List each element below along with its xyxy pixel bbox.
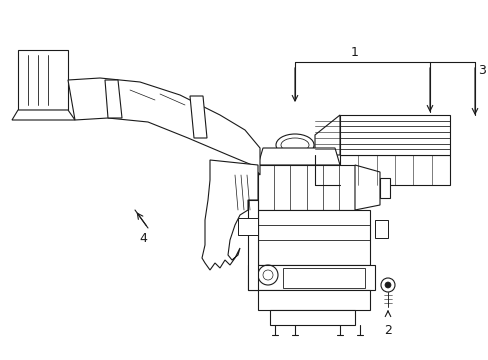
Polygon shape bbox=[283, 268, 364, 288]
Text: 3: 3 bbox=[477, 63, 485, 77]
Polygon shape bbox=[314, 115, 339, 155]
Polygon shape bbox=[258, 210, 369, 265]
Ellipse shape bbox=[281, 138, 308, 152]
Polygon shape bbox=[258, 148, 339, 165]
Polygon shape bbox=[12, 110, 75, 120]
Polygon shape bbox=[258, 165, 354, 210]
Text: 2: 2 bbox=[383, 324, 391, 337]
Text: 4: 4 bbox=[139, 231, 146, 244]
Polygon shape bbox=[238, 218, 258, 235]
Polygon shape bbox=[202, 160, 258, 270]
Polygon shape bbox=[374, 220, 387, 238]
Ellipse shape bbox=[275, 134, 313, 156]
Polygon shape bbox=[379, 178, 389, 198]
Text: 1: 1 bbox=[350, 45, 358, 58]
Polygon shape bbox=[269, 310, 354, 325]
Circle shape bbox=[384, 282, 390, 288]
Polygon shape bbox=[247, 265, 374, 290]
Polygon shape bbox=[68, 78, 260, 175]
Polygon shape bbox=[18, 50, 68, 110]
Polygon shape bbox=[105, 80, 122, 118]
Polygon shape bbox=[354, 165, 379, 210]
Polygon shape bbox=[190, 96, 206, 138]
Polygon shape bbox=[258, 290, 369, 310]
Polygon shape bbox=[247, 200, 258, 290]
Polygon shape bbox=[339, 155, 449, 185]
Polygon shape bbox=[339, 115, 449, 155]
